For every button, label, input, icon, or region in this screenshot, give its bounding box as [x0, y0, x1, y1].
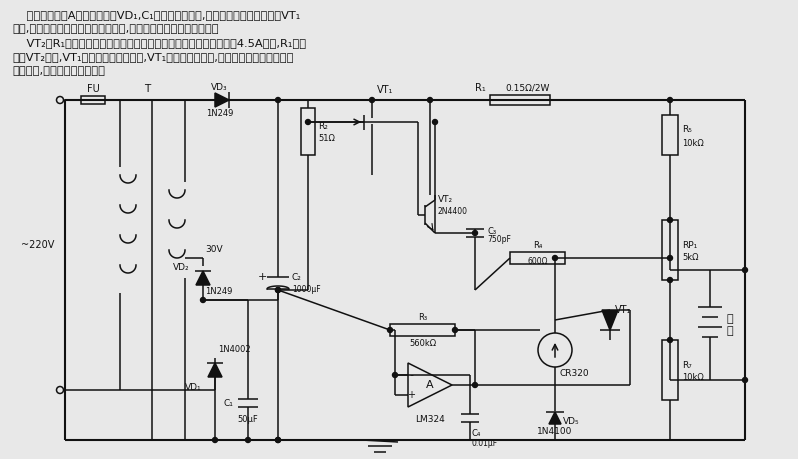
Text: 电
池: 电 池	[727, 314, 733, 336]
Bar	[81, 96, 105, 104]
Text: C₃: C₃	[487, 226, 496, 235]
Text: R₃: R₃	[418, 313, 427, 323]
Circle shape	[667, 97, 673, 102]
Text: 30V: 30V	[205, 245, 223, 253]
Polygon shape	[196, 271, 210, 285]
Circle shape	[369, 97, 374, 102]
Circle shape	[667, 256, 673, 261]
Bar	[662, 115, 678, 155]
Text: ~220V: ~220V	[22, 240, 55, 250]
Text: R₁: R₁	[475, 83, 486, 93]
Circle shape	[742, 377, 748, 382]
Circle shape	[742, 268, 748, 273]
Circle shape	[275, 437, 281, 442]
Text: VD₂: VD₂	[173, 263, 190, 273]
Text: R₂: R₂	[318, 122, 328, 131]
Text: 2N4400: 2N4400	[438, 207, 468, 215]
Bar	[662, 340, 678, 400]
Text: C₂: C₂	[292, 273, 302, 281]
Text: VT₂: VT₂	[438, 196, 453, 205]
Circle shape	[472, 230, 477, 235]
Text: VT₂和R₁组成过流保护电路。当输出电流超过某一定值（本电路为4.5A）时,R₁上压: VT₂和R₁组成过流保护电路。当输出电流超过某一定值（本电路为4.5A）时,R₁…	[12, 38, 306, 48]
Text: 0.01µF: 0.01µF	[472, 440, 498, 448]
Circle shape	[275, 287, 281, 292]
Text: 1000µF: 1000µF	[292, 285, 321, 293]
Circle shape	[200, 297, 206, 302]
Text: A: A	[426, 380, 434, 390]
Text: +: +	[407, 390, 415, 400]
Circle shape	[275, 97, 281, 102]
Text: 一步增大,起到限流保护作用。: 一步增大,起到限流保护作用。	[12, 66, 105, 76]
Text: C₁: C₁	[223, 398, 233, 408]
Text: 750pF: 750pF	[487, 235, 511, 245]
Polygon shape	[208, 363, 222, 377]
Text: VD₃: VD₃	[211, 83, 227, 91]
Text: 600Ω: 600Ω	[527, 257, 547, 267]
Text: RP₁: RP₁	[682, 241, 697, 250]
Circle shape	[275, 287, 281, 292]
Text: 51Ω: 51Ω	[318, 134, 335, 143]
Polygon shape	[408, 363, 452, 407]
Text: R₇: R₇	[682, 360, 692, 369]
Circle shape	[388, 328, 393, 332]
Text: VT₁: VT₁	[377, 85, 393, 95]
Text: FU: FU	[87, 84, 100, 94]
Circle shape	[667, 278, 673, 282]
Circle shape	[472, 382, 477, 387]
Text: 1N4002: 1N4002	[218, 346, 251, 354]
Circle shape	[552, 256, 558, 261]
Circle shape	[428, 97, 433, 102]
Circle shape	[306, 119, 310, 124]
Text: 10kΩ: 10kΩ	[682, 374, 704, 382]
Text: T: T	[144, 84, 150, 94]
Text: 10kΩ: 10kΩ	[682, 139, 704, 147]
Text: 0.15Ω/2W: 0.15Ω/2W	[505, 84, 549, 93]
Text: LM324: LM324	[415, 414, 444, 424]
Text: VT₁: VT₁	[615, 305, 631, 315]
Text: 50µF: 50µF	[238, 414, 259, 424]
Text: 5kΩ: 5kΩ	[682, 253, 698, 263]
Bar	[662, 220, 678, 280]
Polygon shape	[215, 93, 229, 107]
Text: C₄: C₄	[472, 430, 481, 438]
Text: R₅: R₅	[682, 125, 692, 134]
Text: VD₅: VD₅	[563, 418, 579, 426]
Text: 1N4100: 1N4100	[537, 427, 573, 437]
Text: VD₁: VD₁	[185, 382, 202, 392]
Text: 降使VT₂导通,VT₁的栅极电压随之下降,VT₁的漏源压降增大,这就限制了输出电流的进: 降使VT₂导通,VT₁的栅极电压随之下降,VT₁的漏源压降增大,这就限制了输出电…	[12, 52, 294, 62]
Circle shape	[246, 437, 251, 442]
Bar	[490, 95, 550, 105]
Circle shape	[393, 373, 397, 377]
Bar	[510, 252, 565, 264]
Circle shape	[667, 218, 673, 223]
Text: 1N249: 1N249	[205, 286, 232, 296]
Text: 1N249: 1N249	[207, 110, 234, 118]
Circle shape	[275, 437, 281, 442]
Polygon shape	[549, 412, 561, 424]
Circle shape	[452, 328, 457, 332]
Text: 本电路为运放A单独设置了由VD₁,C₁组成的辅助电源,这是完全必要的。因为对VT₁: 本电路为运放A单独设置了由VD₁,C₁组成的辅助电源,这是完全必要的。因为对VT…	[12, 10, 300, 20]
Bar	[301, 108, 315, 155]
Circle shape	[667, 337, 673, 342]
Text: -: -	[409, 370, 413, 380]
Text: +: +	[257, 272, 267, 282]
Circle shape	[212, 437, 218, 442]
Text: CR320: CR320	[560, 369, 590, 379]
Polygon shape	[602, 310, 618, 330]
Text: 560kΩ: 560kΩ	[409, 340, 436, 348]
Text: R₄: R₄	[533, 241, 542, 251]
Text: 来说,栅极电压必须超过源极电压数伏,才能有足够的负载电流输出。: 来说,栅极电压必须超过源极电压数伏,才能有足够的负载电流输出。	[12, 24, 219, 34]
Bar	[390, 324, 455, 336]
Circle shape	[433, 119, 437, 124]
